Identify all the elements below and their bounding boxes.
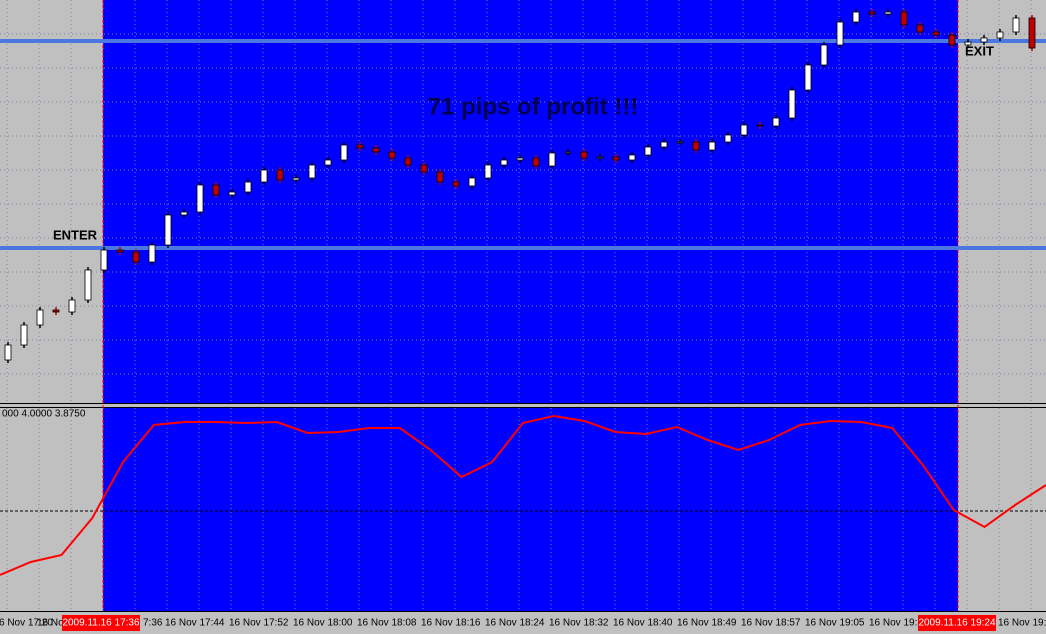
candle-body bbox=[660, 141, 668, 148]
candle-body bbox=[196, 184, 204, 213]
candle-body bbox=[580, 151, 588, 159]
highlight-region bbox=[103, 0, 958, 403]
x-tick-label: 7:36 bbox=[143, 618, 163, 629]
candle-body bbox=[340, 144, 348, 161]
candle-body bbox=[292, 177, 300, 181]
candle-body bbox=[1028, 17, 1036, 49]
indicator-label: 000 4.0000 3.8750 bbox=[2, 409, 86, 420]
candle-body bbox=[452, 181, 460, 187]
candle-body bbox=[36, 309, 44, 326]
candle-body bbox=[852, 11, 860, 23]
candle-body bbox=[628, 154, 636, 161]
candle-body bbox=[484, 164, 492, 179]
candle-body bbox=[596, 156, 604, 159]
x-tick-label: 16 Nov 18:40 bbox=[613, 618, 673, 629]
candle-body bbox=[180, 211, 188, 216]
x-tick-label: 16 Nov 19:2 bbox=[998, 618, 1046, 629]
candle-body bbox=[52, 309, 60, 313]
candle-body bbox=[772, 117, 780, 127]
candle-body bbox=[324, 159, 332, 166]
x-tick-label: 16 Nov 18:08 bbox=[357, 618, 417, 629]
candle-body bbox=[356, 144, 364, 149]
candle-body bbox=[948, 34, 956, 46]
x-tick-label: 16 Nov 18:49 bbox=[677, 618, 737, 629]
candle-body bbox=[820, 44, 828, 66]
candle-body bbox=[260, 169, 268, 183]
indicator-line bbox=[0, 414, 1046, 576]
candle-body bbox=[116, 249, 124, 253]
candle-body bbox=[468, 177, 476, 187]
candle-body bbox=[564, 151, 572, 154]
x-tick-label: 6 Nov 17:20 bbox=[0, 618, 53, 629]
x-tick-label: 16 Nov 18:57 bbox=[741, 618, 801, 629]
candle-body bbox=[372, 147, 380, 153]
candle-body bbox=[676, 141, 684, 144]
time-axis bbox=[0, 612, 1046, 634]
candle-body bbox=[724, 134, 732, 143]
candle-body bbox=[132, 251, 140, 263]
candle-body bbox=[916, 24, 924, 33]
candle-body bbox=[788, 89, 796, 119]
candle-body bbox=[740, 124, 748, 136]
candle-body bbox=[84, 269, 92, 301]
candle-body bbox=[212, 184, 220, 196]
candle-body bbox=[804, 64, 812, 91]
highlight-label-box bbox=[918, 615, 996, 631]
candle-body bbox=[836, 21, 844, 46]
x-tick-label: 16 Nov 18:00 bbox=[293, 618, 353, 629]
candle-body bbox=[68, 299, 76, 313]
candle-body bbox=[20, 324, 28, 346]
candle-body bbox=[164, 214, 172, 246]
candle-body bbox=[980, 37, 988, 43]
highlight-label-box bbox=[62, 615, 140, 631]
candle-body bbox=[244, 181, 252, 193]
candle-body bbox=[1012, 17, 1020, 33]
candle-body bbox=[532, 157, 540, 167]
candle-body bbox=[708, 141, 716, 151]
candle-body bbox=[308, 164, 316, 179]
candle-body bbox=[884, 11, 892, 15]
candle-body bbox=[692, 141, 700, 151]
candle-body bbox=[932, 31, 940, 36]
candle-body bbox=[644, 146, 652, 156]
x-tick-label: 16 Nov 19: bbox=[869, 618, 917, 629]
candle-body bbox=[420, 164, 428, 173]
candle-body bbox=[4, 344, 12, 361]
x-tick-label: 16 Nov 18:24 bbox=[485, 618, 545, 629]
candle-body bbox=[148, 244, 156, 263]
chart-title: 71 pips of profit !!! bbox=[428, 93, 639, 120]
x-tick-label: 16 Nov 18:32 bbox=[549, 618, 609, 629]
candle-body bbox=[900, 11, 908, 26]
candle-body bbox=[436, 171, 444, 183]
x-tick-label: 16 Nov 17:44 bbox=[165, 618, 225, 629]
x-tick-label: 16 No bbox=[37, 618, 64, 629]
x-tick-label: 16 Nov 18:16 bbox=[421, 618, 481, 629]
candle-body bbox=[404, 157, 412, 166]
candle-body bbox=[548, 152, 556, 167]
x-tick-label: 16 Nov 19:05 bbox=[805, 618, 865, 629]
candle-body bbox=[996, 31, 1004, 39]
x-tick-label: 16 Nov 17:52 bbox=[229, 618, 289, 629]
highlight-label: 2009.11.16 17:36 bbox=[62, 618, 140, 629]
candle-body bbox=[388, 151, 396, 159]
candle-body bbox=[868, 11, 876, 15]
highlight-region bbox=[103, 408, 958, 611]
candle-body bbox=[964, 41, 972, 46]
candle-body bbox=[756, 124, 764, 127]
candle-body bbox=[100, 249, 108, 271]
level-label: ENTER bbox=[53, 227, 98, 242]
candle-body bbox=[516, 157, 524, 161]
highlight-label: 2009.11.16 19:24 bbox=[918, 618, 996, 629]
candle-body bbox=[500, 159, 508, 166]
level-label: EXIT bbox=[965, 43, 994, 58]
candle-body bbox=[612, 156, 620, 161]
candle-body bbox=[228, 191, 236, 196]
candle-body bbox=[276, 169, 284, 181]
